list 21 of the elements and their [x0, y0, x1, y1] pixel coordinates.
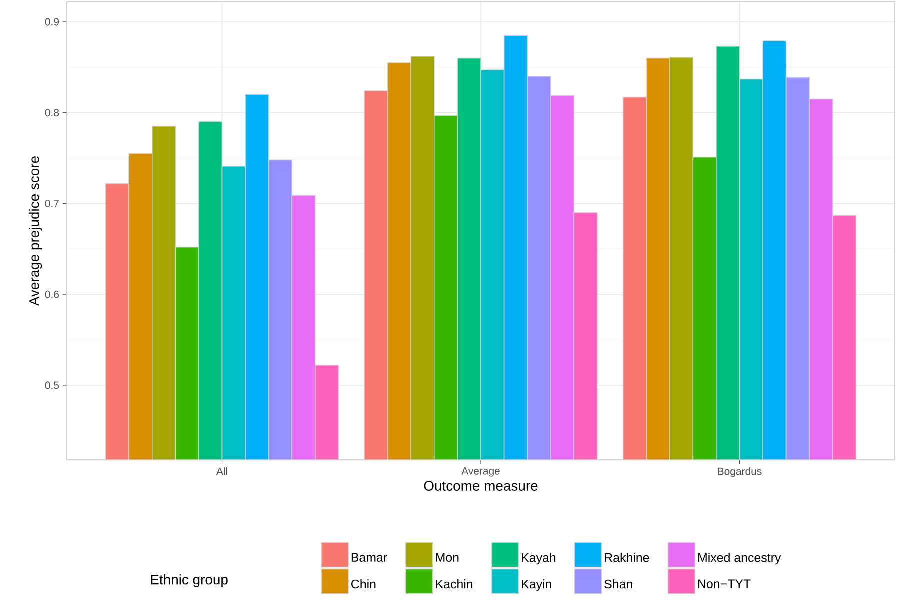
legend-label: Shan	[604, 580, 632, 589]
y-tick-label: 0.7	[45, 200, 59, 208]
y-tick-label: 0.5	[45, 382, 60, 390]
x-axis-title: Outcome measure	[424, 481, 538, 491]
legend-label: Chin	[352, 580, 376, 589]
y-tick-label: 0.9	[45, 18, 59, 26]
legend-label: Rakhine	[605, 553, 650, 562]
x-tick-label: Average	[462, 468, 500, 477]
legend-label: Mon	[436, 553, 459, 562]
legend-label: Bamar	[352, 553, 388, 562]
legend-label: Kayah	[522, 553, 556, 565]
y-tick-label: 0.6	[45, 290, 60, 298]
x-tick-label: All	[216, 468, 228, 476]
y-axis-title: Average prejudice score	[29, 156, 42, 306]
legend-label: Kachin	[436, 580, 473, 589]
x-tick-label: Bogardus	[718, 468, 762, 478]
legend-label: Kayin	[522, 580, 552, 592]
y-tick-label: 0.8	[45, 109, 60, 117]
legend-label: Mixed ancestry	[698, 553, 782, 565]
legend-title: Ethnic group	[151, 574, 228, 588]
legend-label: Non−TYT	[698, 580, 751, 588]
